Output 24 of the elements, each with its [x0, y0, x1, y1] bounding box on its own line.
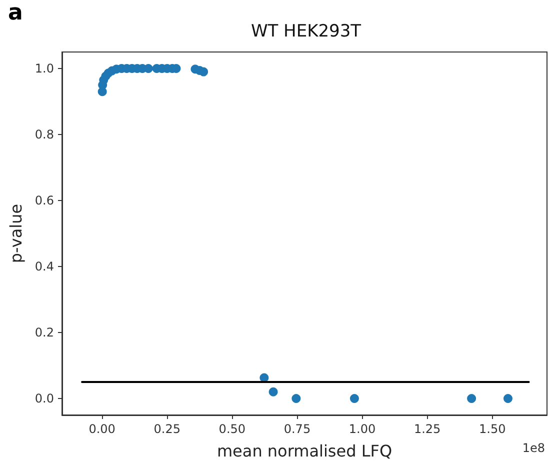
- x-tick-label: 1.00: [348, 422, 376, 436]
- text: 1e8: [522, 441, 546, 455]
- x-tick-label: 1.50: [479, 422, 506, 436]
- y-tick-label: 0.6: [34, 194, 54, 208]
- chart-title: WT HEK293T: [250, 22, 362, 42]
- point: [268, 387, 278, 396]
- y-tick-label: 1.0: [34, 62, 54, 76]
- y-tick-label: 0.4: [34, 260, 54, 274]
- x-tick-label: 0.50: [218, 422, 246, 436]
- y-tick-label: 0.0: [34, 392, 54, 406]
- y-axis-title: p-value: [6, 204, 26, 264]
- point: [292, 394, 301, 403]
- point: [350, 394, 359, 403]
- x-tick-label: 0.00: [88, 422, 116, 436]
- x-tick-label: 0.75: [284, 422, 311, 436]
- x-tick-label: 1.25: [414, 422, 441, 436]
- point: [503, 394, 512, 403]
- point: [199, 67, 208, 76]
- x-tick-label: 0.25: [154, 422, 180, 436]
- point: [467, 394, 476, 403]
- y-tick-label: 0.8: [34, 128, 54, 142]
- y-tick-label: 0.2: [34, 326, 54, 340]
- x-axis-title: mean normalised LFQ: [216, 442, 392, 460]
- text: a: [8, 0, 23, 26]
